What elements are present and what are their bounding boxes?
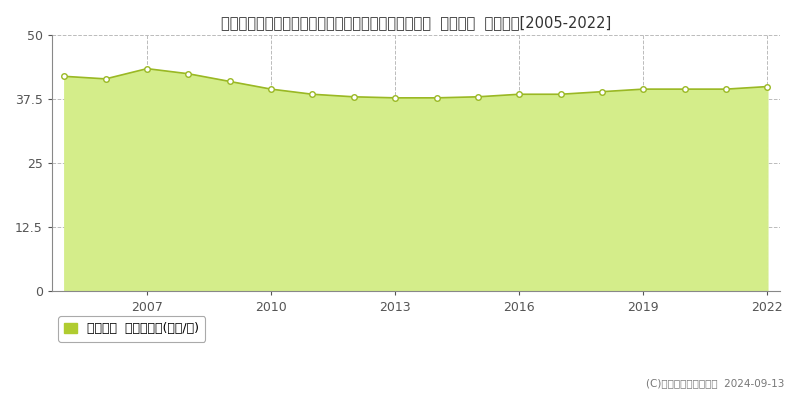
Title: 東京都西多摩郡瑞穂町大字箱根ケ崎字狭山２９５番４  地価公示  地価推移[2005-2022]: 東京都西多摩郡瑞穂町大字箱根ケ崎字狭山２９５番４ 地価公示 地価推移[2005-… bbox=[221, 15, 611, 30]
Text: (C)土地価格ドットコム  2024-09-13: (C)土地価格ドットコム 2024-09-13 bbox=[646, 378, 784, 388]
Legend: 地価公示  平均坪単価(万円/坪): 地価公示 平均坪単価(万円/坪) bbox=[58, 316, 205, 342]
